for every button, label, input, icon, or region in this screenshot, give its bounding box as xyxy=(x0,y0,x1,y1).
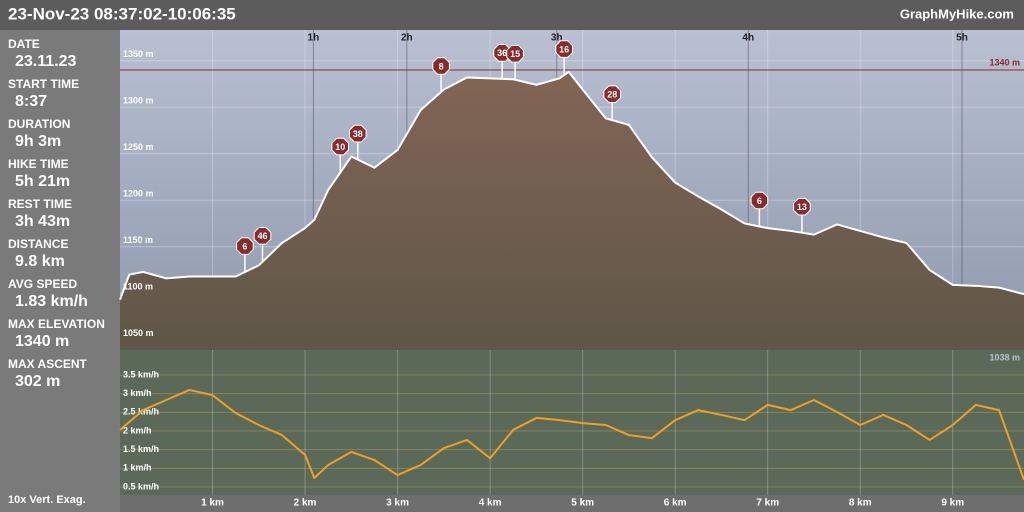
x-tick-label: 2 km xyxy=(294,498,317,509)
waypoint-label: 28 xyxy=(607,90,617,100)
x-axis-strip xyxy=(120,495,1024,512)
y-tick-label: 3 km/h xyxy=(123,388,152,398)
waypoint-marker xyxy=(349,124,367,143)
title: 23-Nov-23 08:37:02-10:06:35 xyxy=(8,4,236,23)
note: 10x Vert. Exag. xyxy=(8,494,86,506)
waypoint-label: 6 xyxy=(242,241,247,251)
x-tick-label: 9 km xyxy=(941,498,964,509)
y-tick-label: 3.5 km/h xyxy=(123,369,159,379)
waypoint-label: 13 xyxy=(797,202,807,212)
stat-value: 9.8 km xyxy=(15,253,65,270)
waypoint-label: 36 xyxy=(497,48,507,58)
y-tick-label: 2 km/h xyxy=(123,425,152,435)
stat-label: MAX ELEVATION xyxy=(8,317,105,331)
y-tick-label: 1350 m xyxy=(123,49,154,59)
x-tick-label: 8 km xyxy=(849,498,872,509)
waypoint-label: 38 xyxy=(353,129,363,139)
waypoint-marker xyxy=(236,237,254,255)
max-label: 1340 m xyxy=(989,57,1020,67)
waypoint-label: 8 xyxy=(439,61,444,71)
waypoint-marker xyxy=(555,40,573,58)
waypoint-marker xyxy=(506,44,524,63)
y-tick-label: 1300 m xyxy=(123,96,154,106)
stat-value: 1.83 km/h xyxy=(15,293,88,310)
x-tick-label: 7 km xyxy=(756,498,779,509)
stat-label: DISTANCE xyxy=(8,237,68,251)
brand: GraphMyHike.com xyxy=(900,6,1014,21)
x-tick-label: 6 km xyxy=(664,498,687,509)
time-label: 4h xyxy=(742,33,754,44)
x-tick-label: 1 km xyxy=(201,498,224,509)
waypoint-label: 16 xyxy=(559,44,569,54)
time-label: 5h xyxy=(956,33,968,44)
time-label: 1h xyxy=(308,33,320,44)
min-label: 1038 m xyxy=(989,352,1020,362)
x-tick-label: 3 km xyxy=(386,498,409,509)
waypoint-marker xyxy=(331,137,349,156)
stat-value: 302 m xyxy=(15,373,60,390)
waypoint-marker xyxy=(253,227,272,245)
stat-value: 5h 21m xyxy=(15,173,70,190)
stat-label: HIKE TIME xyxy=(8,157,69,171)
waypoint-marker xyxy=(750,191,769,210)
speed-line xyxy=(119,388,1024,481)
sidebar xyxy=(0,30,120,512)
elevation-line xyxy=(119,70,1024,301)
header-bar xyxy=(0,0,1024,30)
y-tick-label: 1050 m xyxy=(123,328,154,338)
stat-value: 23.11.23 xyxy=(15,53,77,70)
stat-label: REST TIME xyxy=(8,197,72,211)
stat-label: AVG SPEED xyxy=(8,277,77,291)
stat-value: 3h 43m xyxy=(15,213,70,230)
time-label: 3h xyxy=(551,33,563,44)
stat-value: 8:37 xyxy=(15,93,47,110)
elevation-fill xyxy=(120,71,1024,350)
waypoint-marker xyxy=(793,197,811,216)
y-tick-label: 1150 m xyxy=(123,235,153,245)
waypoint-label: 6 xyxy=(757,196,762,206)
y-tick-label: 0.5 km/h xyxy=(123,481,159,491)
stat-label: START TIME xyxy=(8,77,79,91)
y-tick-label: 1250 m xyxy=(123,142,154,152)
x-tick-label: 5 km xyxy=(571,498,594,509)
x-tick-label: 4 km xyxy=(479,498,502,509)
y-tick-label: 1100 m xyxy=(123,282,153,292)
y-tick-label: 1.5 km/h xyxy=(123,444,159,454)
waypoint-label: 10 xyxy=(335,142,345,152)
stat-label: DATE xyxy=(8,37,40,51)
stat-label: DURATION xyxy=(8,117,70,131)
stat-label: MAX ASCENT xyxy=(8,357,88,371)
stat-value: 1340 m xyxy=(15,333,69,350)
waypoint-marker xyxy=(432,57,450,75)
waypoint-marker xyxy=(603,85,622,103)
time-label: 2h xyxy=(401,33,413,44)
waypoint-label: 46 xyxy=(257,231,267,241)
waypoint-label: 15 xyxy=(510,49,520,59)
y-tick-label: 1200 m xyxy=(123,189,154,199)
y-tick-label: 1 km/h xyxy=(123,463,152,473)
stat-value: 9h 3m xyxy=(15,133,61,150)
